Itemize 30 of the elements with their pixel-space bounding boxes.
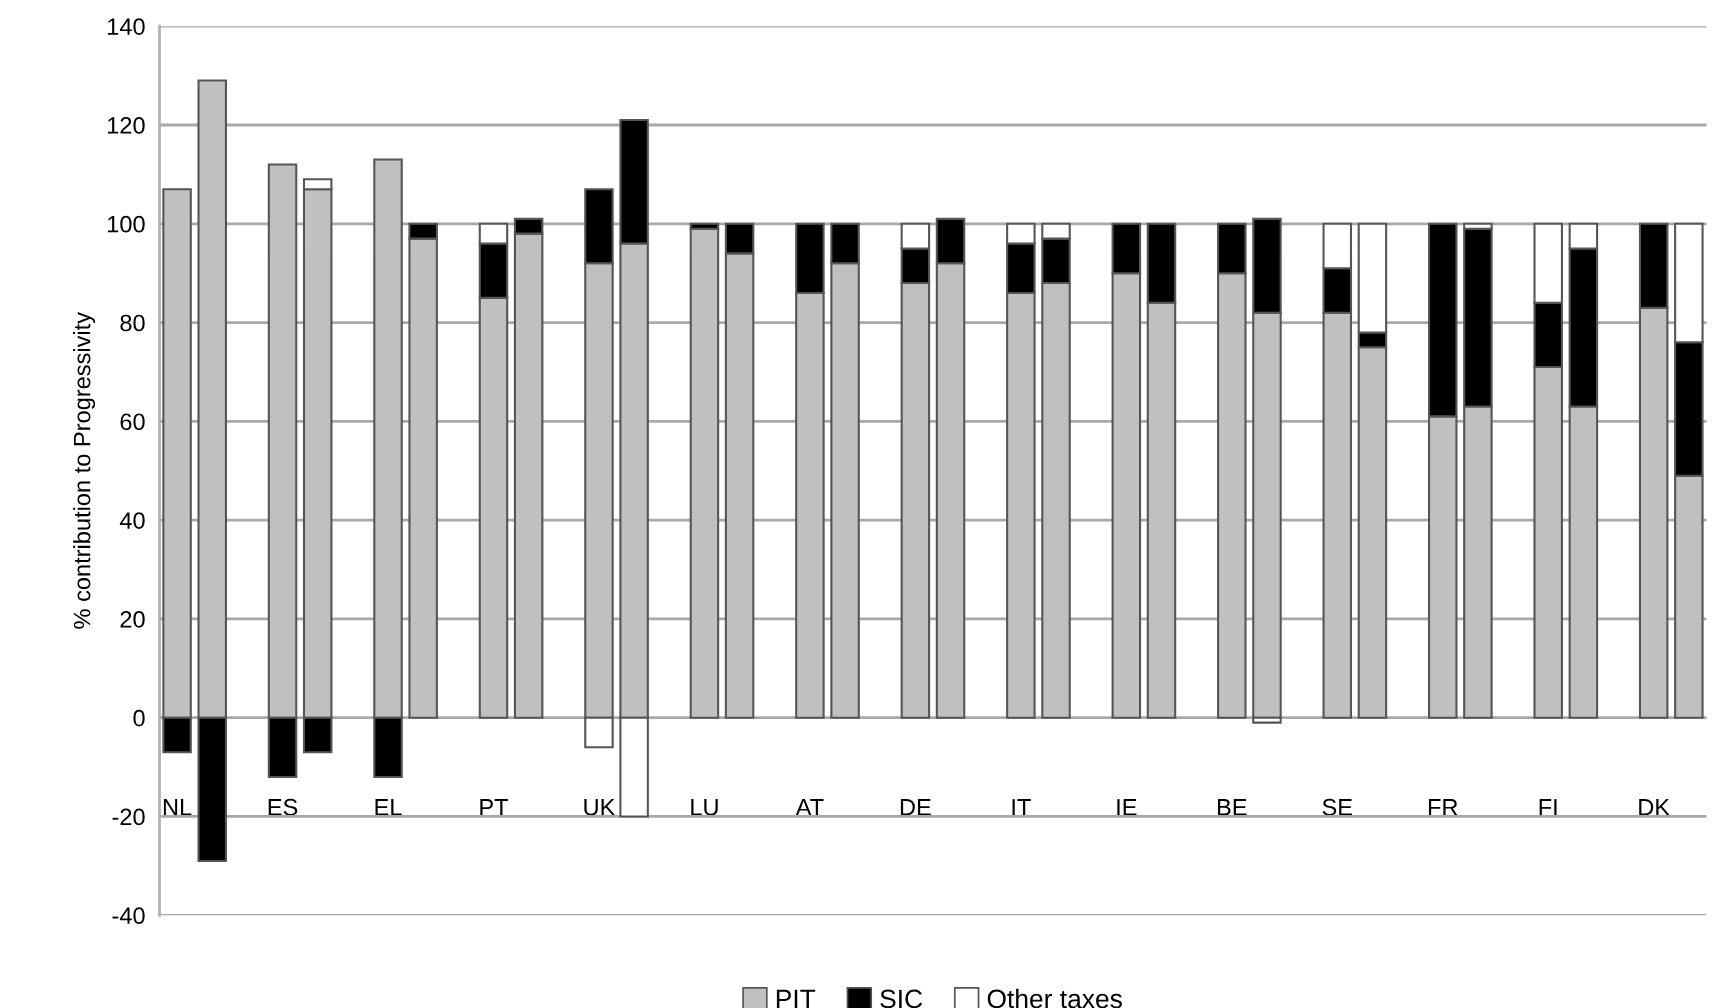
y-tick-label: -40	[112, 907, 145, 925]
x-tick-label: UK	[584, 799, 616, 816]
bar	[689, 227, 720, 719]
x-tick-label: FR	[1428, 799, 1458, 816]
x-tick-label: FI	[1539, 799, 1557, 816]
x-tick-label: LU	[691, 799, 718, 816]
x-tick-label: DE	[900, 799, 931, 816]
x-tick-label: BE	[1217, 799, 1247, 816]
y-tick-label: 60	[120, 413, 145, 431]
legend-label: SIC	[880, 989, 923, 1008]
x-tick-label: PT	[480, 799, 509, 816]
y-tick-label: 140	[108, 18, 145, 35]
y-axis-title: % contribution to Progressivity	[73, 311, 96, 629]
x-tick-label: IT	[1012, 799, 1031, 816]
x-tick-label: IE	[1117, 799, 1137, 816]
y-tick-label: 20	[120, 610, 145, 628]
y-tick-label: -20	[112, 808, 145, 826]
x-tick-label: ES	[268, 798, 298, 816]
x-tick-label: DK	[1639, 799, 1670, 816]
y-tick-label: 80	[120, 314, 145, 332]
x-tick-label: EL	[375, 799, 402, 816]
x-tick-label: NL	[163, 799, 192, 816]
y-tick-label: 0	[133, 709, 145, 727]
legend-label: PIT	[776, 989, 816, 1008]
legend-label: Other taxes	[987, 988, 1122, 1008]
y-tick-label: 100	[108, 215, 145, 233]
y-tick-label: 40	[119, 512, 145, 529]
y-tick-label: 120	[108, 117, 145, 134]
x-tick-label: AT	[795, 799, 824, 816]
x-tick-label: SE	[1322, 798, 1353, 816]
